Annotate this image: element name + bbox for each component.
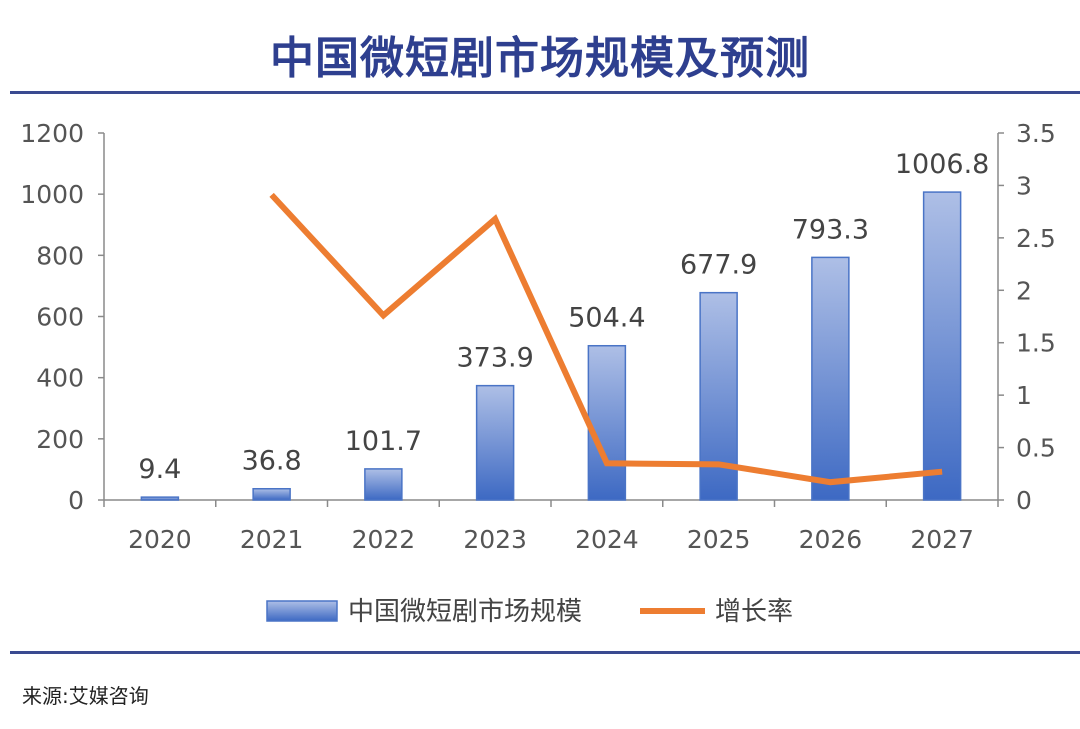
bar [140, 496, 180, 501]
title-divider [10, 91, 1080, 94]
left-tick-label: 400 [36, 364, 84, 393]
page-title: 中国微短剧市场规模及预测 [270, 33, 810, 84]
left-tick-label: 1000 [20, 180, 84, 209]
right-tick-label: 0.5 [1016, 434, 1056, 463]
left-tick-label: 600 [36, 303, 84, 332]
legend-label-bar: 中国微短剧市场规模 [348, 597, 582, 627]
right-tick-label: 3.5 [1016, 119, 1056, 148]
bar [587, 344, 627, 501]
right-tick-label: 1.5 [1016, 329, 1056, 358]
growth-rate-line [269, 192, 943, 486]
x-tick-label: 2020 [128, 525, 192, 554]
data-label: 1006.8 [895, 149, 989, 180]
bar [922, 191, 962, 501]
left-tick-label: 0 [68, 486, 84, 515]
right-tick-label: 2 [1016, 276, 1032, 305]
x-tick-label: 2026 [799, 525, 863, 554]
legend-label-line: 增长率 [715, 597, 793, 627]
bottom-divider [10, 651, 1080, 654]
data-label: 36.8 [242, 446, 302, 477]
bar [364, 468, 403, 501]
x-tick-label: 2021 [240, 525, 304, 554]
right-tick-label: 2.5 [1016, 224, 1056, 253]
data-label: 677.9 [680, 250, 757, 281]
x-tick-label: 2027 [910, 525, 974, 554]
source-note: 来源:艾媒咨询 [22, 684, 149, 708]
x-tick-label: 2022 [352, 525, 416, 554]
x-tick-label: 2023 [463, 525, 527, 554]
data-label: 504.4 [568, 303, 645, 334]
data-label: 9.4 [138, 454, 181, 485]
data-label: 793.3 [792, 214, 869, 245]
left-tick-label: 200 [36, 425, 84, 454]
left-tick-label: 800 [36, 241, 84, 270]
right-tick-label: 1 [1016, 381, 1032, 410]
x-tick-label: 2025 [687, 525, 751, 554]
bar [475, 384, 515, 501]
bar [252, 487, 291, 501]
data-label: 101.7 [345, 426, 422, 457]
right-tick-label: 0 [1016, 486, 1032, 515]
left-tick-label: 1200 [20, 119, 84, 148]
right-tick-label: 3 [1016, 171, 1032, 200]
data-label: 373.9 [456, 343, 533, 374]
x-tick-label: 2024 [575, 525, 639, 554]
bar [811, 256, 850, 501]
legend-swatch-bar [266, 600, 338, 622]
